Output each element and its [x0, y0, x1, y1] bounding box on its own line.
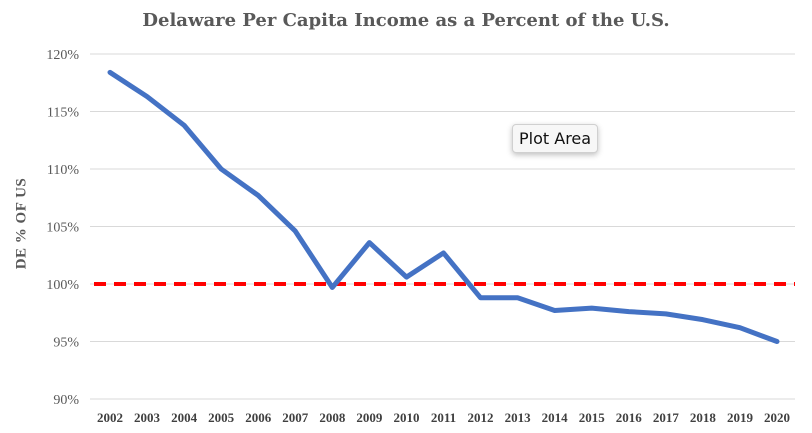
x-tick-label: 2013	[505, 410, 532, 425]
x-tick-label: 2003	[134, 410, 161, 425]
x-tick-label: 2004	[171, 410, 198, 425]
x-tick-label: 2012	[468, 410, 494, 425]
y-tick-label: 105%	[46, 221, 79, 236]
x-tick-label: 2015	[579, 410, 606, 425]
x-tick-label: 2006	[245, 410, 272, 425]
x-tick-label: 2005	[208, 410, 235, 425]
x-tick-label: 2018	[690, 410, 717, 425]
x-tick-label: 2010	[393, 410, 419, 425]
y-tick-label: 95%	[53, 336, 79, 351]
x-tick-label: 2007	[282, 410, 309, 425]
x-tick-label: 2009	[356, 410, 383, 425]
x-tick-label: 2019	[727, 410, 754, 425]
y-tick-label: 120%	[46, 48, 79, 63]
series-line	[107, 69, 780, 344]
chart-title: Delaware Per Capita Income as a Percent …	[142, 10, 670, 31]
x-tick-label: 2011	[431, 410, 456, 425]
x-tick-label: 2014	[542, 410, 569, 425]
x-tick-label: 2002	[97, 410, 123, 425]
x-tick-label: 2020	[764, 410, 790, 425]
x-tick-label: 2008	[319, 410, 346, 425]
y-tick-label: 90%	[53, 393, 79, 408]
y-tick-label: 100%	[46, 278, 79, 293]
plot-area-tooltip: Plot Area	[512, 124, 599, 153]
y-tick-label: 115%	[47, 106, 79, 121]
x-tick-label: 2016	[616, 410, 643, 425]
y-tick-label: 110%	[47, 163, 79, 178]
x-tick-label: 2017	[653, 410, 680, 425]
